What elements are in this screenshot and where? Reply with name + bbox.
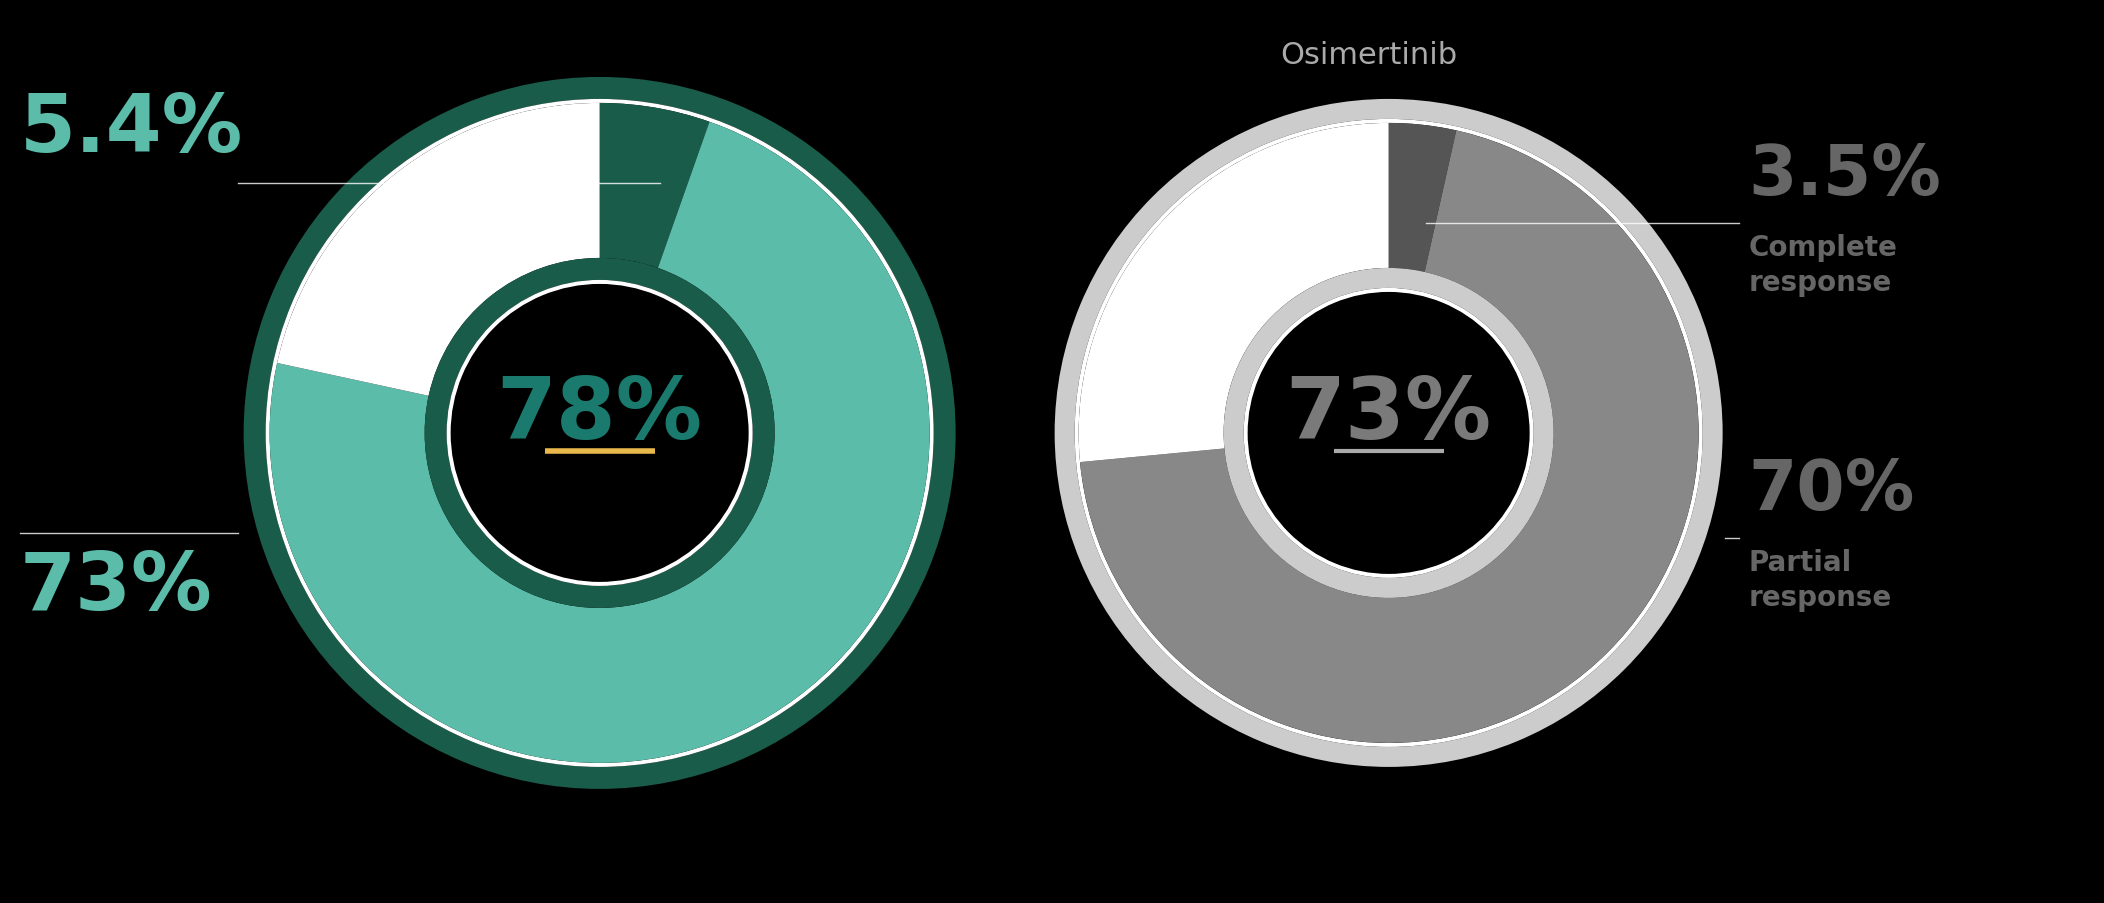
- Text: 78%: 78%: [497, 374, 703, 457]
- Wedge shape: [269, 123, 930, 763]
- Wedge shape: [1075, 120, 1702, 747]
- Wedge shape: [265, 100, 934, 767]
- Text: Osimertinib: Osimertinib: [1279, 41, 1458, 70]
- Text: 73%: 73%: [1286, 374, 1492, 457]
- Wedge shape: [1243, 289, 1534, 578]
- Wedge shape: [1389, 124, 1456, 273]
- Wedge shape: [600, 104, 709, 268]
- Text: response: response: [1748, 268, 1891, 296]
- Wedge shape: [1225, 268, 1553, 599]
- Wedge shape: [244, 78, 955, 789]
- Wedge shape: [425, 258, 774, 609]
- Text: Complete: Complete: [1748, 234, 1898, 262]
- Wedge shape: [278, 104, 600, 396]
- Text: 73%: 73%: [21, 548, 213, 626]
- Text: 3.5%: 3.5%: [1748, 142, 1942, 209]
- Wedge shape: [1054, 100, 1723, 767]
- Wedge shape: [1079, 131, 1698, 743]
- Wedge shape: [1079, 124, 1389, 462]
- Text: 70%: 70%: [1748, 456, 1915, 524]
- Text: response: response: [1748, 583, 1891, 611]
- Text: Partial: Partial: [1748, 548, 1852, 576]
- Wedge shape: [446, 281, 753, 586]
- Text: 5.4%: 5.4%: [21, 91, 244, 169]
